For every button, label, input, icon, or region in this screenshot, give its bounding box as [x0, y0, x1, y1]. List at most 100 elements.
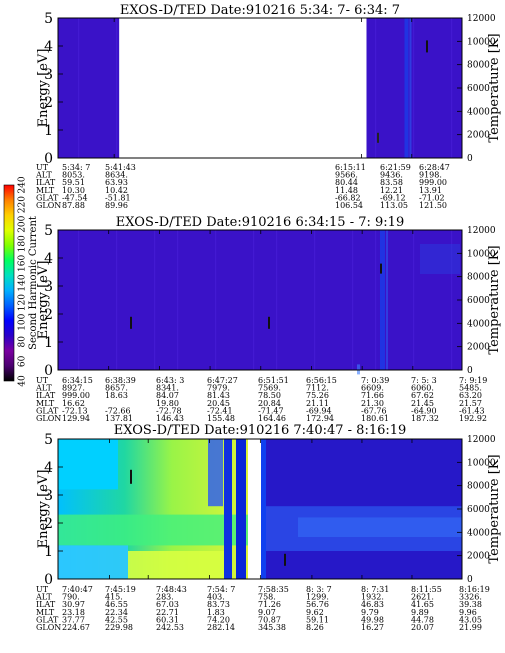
- y-tick-label: 4: [44, 39, 53, 55]
- y2-tick-label: 8000: [467, 61, 490, 71]
- spectrogram-streak: [451, 18, 453, 158]
- orbit-value: 164.46: [258, 414, 286, 423]
- colorbar-tick-label: 100: [18, 313, 28, 330]
- orbit-row-label: GLON: [36, 201, 61, 210]
- spectrogram-streak: [451, 230, 453, 370]
- orbit-value: -72.41: [207, 406, 233, 415]
- panel-title: EXOS-D/TED Date:910216 7:40:47 - 8:16:19: [114, 423, 407, 438]
- y-tick-label: 0: [44, 572, 53, 588]
- orbit-value: 6609.: [361, 384, 384, 393]
- spectrogram-streak: [314, 230, 316, 370]
- y-tick-label: 1: [44, 544, 53, 560]
- orbit-value: 129.94: [62, 414, 90, 423]
- spectrogram-patch: [208, 439, 223, 507]
- y-tick-label: 4: [44, 460, 53, 476]
- spectrogram-patch: [58, 439, 118, 490]
- orbit-row-label: UT: [36, 376, 49, 385]
- orbit-value: 8634.: [105, 171, 128, 180]
- y2-tick-label: 4000: [467, 319, 490, 329]
- orbit-row-label: GLON: [36, 623, 61, 632]
- spectrogram-streak: [224, 439, 232, 579]
- spectrogram-streak: [413, 18, 415, 158]
- y-tick-label: 1: [44, 335, 53, 351]
- y2-tick-label: 4000: [467, 107, 490, 117]
- temperature-point: [377, 132, 379, 143]
- orbit-value: -47.54: [62, 193, 88, 202]
- y2-tick-label: 10000: [467, 458, 496, 468]
- spectrogram-streak: [276, 230, 278, 370]
- orbit-value: 21.57: [459, 399, 482, 408]
- orbit-value: 8053.: [62, 171, 85, 180]
- colorbar-tick-label: 180: [18, 235, 28, 252]
- temperature-point: [284, 553, 286, 566]
- orbit-value: 6:28:47: [419, 163, 450, 172]
- spectrogram-streak: [352, 230, 354, 370]
- orbit-value: 229.98: [105, 623, 133, 632]
- orbit-value: 282.14: [207, 623, 235, 632]
- orbit-value: 9566.: [335, 171, 358, 180]
- orbit-value: 8.26: [306, 623, 324, 632]
- colorbar: [3, 184, 15, 382]
- orbit-value: 71.26: [258, 600, 281, 609]
- y2-tick-label: 2000: [467, 131, 490, 141]
- spectrogram-streak: [78, 230, 80, 370]
- y-tick-label: 0: [44, 363, 53, 379]
- orbit-value: 87.88: [62, 201, 85, 210]
- y2-tick-label: 8000: [467, 482, 490, 492]
- orbit-value: 8:16:19: [459, 585, 490, 594]
- orbit-value: 63.20: [459, 391, 482, 400]
- orbit-value: 6:38:39: [105, 376, 136, 385]
- orbit-value: 83.73: [207, 600, 230, 609]
- y2-tick-label: 2000: [467, 552, 490, 562]
- y2-tick-label: 0: [467, 154, 473, 164]
- orbit-value: 67.62: [411, 391, 434, 400]
- orbit-value: 56.76: [306, 600, 329, 609]
- colorbar-tick-label: 200: [18, 215, 28, 232]
- orbit-value: -71.47: [258, 406, 284, 415]
- orbit-value: 43.05: [459, 615, 482, 624]
- orbit-value: 790.: [62, 593, 80, 602]
- y2-axis-label: Temperature [K]: [487, 245, 502, 354]
- orbit-value: -61.43: [459, 406, 485, 415]
- y2-axis-label: Temperature [K]: [487, 454, 502, 563]
- orbit-value: 49.98: [361, 615, 384, 624]
- orbit-value: 1.83: [207, 608, 225, 617]
- orbit-value: 41.65: [411, 600, 434, 609]
- orbit-value: 8341.: [156, 384, 179, 393]
- orbit-value: 9.07: [258, 608, 276, 617]
- colorbar-tick-label: 120: [18, 294, 28, 311]
- orbit-value: 6:34:15: [62, 376, 93, 385]
- spectrogram-streak: [386, 230, 388, 370]
- orbit-value: 21.11: [306, 399, 329, 408]
- orbit-value: 5:41:43: [105, 163, 136, 172]
- orbit-value: 16.27: [361, 623, 384, 632]
- orbit-row-label: GLON: [36, 414, 61, 423]
- orbit-value: 81.43: [207, 391, 230, 400]
- orbit-value: 46.55: [105, 600, 128, 609]
- orbit-value: 23.18: [62, 608, 85, 617]
- orbit-value: 70.87: [258, 615, 281, 624]
- spectrogram-streak: [380, 230, 385, 370]
- orbit-value: -66.82: [335, 193, 361, 202]
- orbit-value: 30.97: [62, 600, 85, 609]
- orbit-row-label: GLAT: [36, 193, 59, 202]
- colorbar-tick-label: 240: [18, 176, 28, 193]
- orbit-value: 7:48:43: [156, 585, 187, 594]
- orbit-value: -51.81: [105, 193, 131, 202]
- y-tick-label: 3: [44, 279, 53, 295]
- temperature-point: [130, 316, 132, 329]
- orbit-value: -71.02: [419, 193, 445, 202]
- y-tick-label: 5: [44, 223, 53, 239]
- y2-tick-label: 0: [467, 575, 473, 585]
- orbit-value: 415.: [105, 593, 123, 602]
- spectrogram-patch: [420, 244, 460, 274]
- spectrogram-streak: [154, 230, 156, 370]
- orbit-value: 1932.: [361, 593, 384, 602]
- y2-tick-label: 10000: [467, 37, 496, 47]
- orbit-row-label: UT: [36, 585, 49, 594]
- spectrogram-band: [298, 517, 462, 537]
- orbit-value: 9198.: [419, 171, 442, 180]
- orbit-value: 60.31: [156, 615, 179, 624]
- y-axis-label: Energy [eV]: [36, 261, 51, 340]
